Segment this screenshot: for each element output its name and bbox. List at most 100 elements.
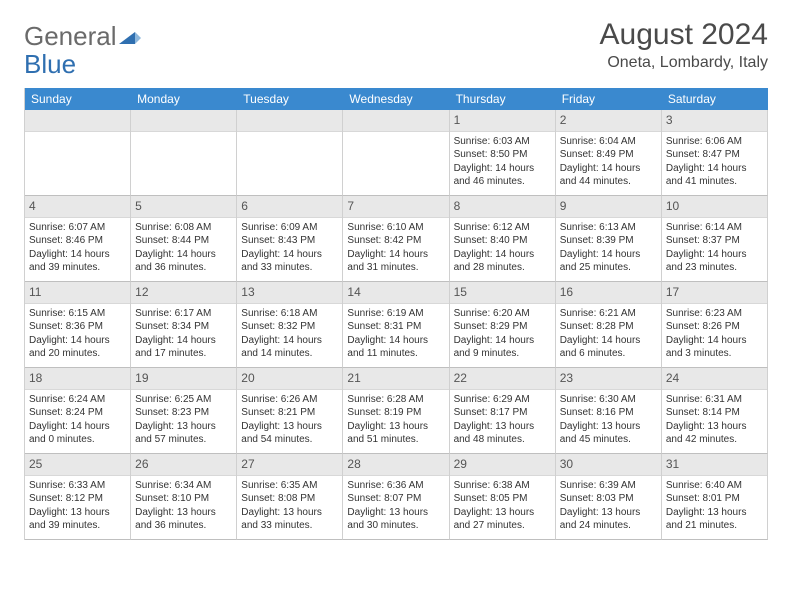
calendar-cell: 29Sunrise: 6:38 AMSunset: 8:05 PMDayligh… <box>450 454 556 540</box>
day-number: 21 <box>343 368 448 389</box>
sunset-line: Sunset: 8:32 PM <box>241 320 338 334</box>
calendar-cell: 19Sunrise: 6:25 AMSunset: 8:23 PMDayligh… <box>131 368 237 454</box>
sunset-line: Sunset: 8:42 PM <box>347 234 444 248</box>
day-details: Sunrise: 6:31 AMSunset: 8:14 PMDaylight:… <box>662 390 767 450</box>
calendar-cell: 11Sunrise: 6:15 AMSunset: 8:36 PMDayligh… <box>25 282 131 368</box>
logo-icon <box>119 27 141 52</box>
sunset-line: Sunset: 8:29 PM <box>454 320 551 334</box>
calendar-cell-empty <box>237 110 343 196</box>
day-number: 13 <box>237 282 342 303</box>
month-title: August 2024 <box>600 18 768 52</box>
calendar-cell: 4Sunrise: 6:07 AMSunset: 8:46 PMDaylight… <box>25 196 131 282</box>
sunrise-line: Sunrise: 6:20 AM <box>454 307 551 321</box>
day-number: 22 <box>450 368 555 389</box>
daylight-line: Daylight: 14 hours and 39 minutes. <box>29 248 126 275</box>
day-details: Sunrise: 6:21 AMSunset: 8:28 PMDaylight:… <box>556 304 661 364</box>
day-number: 3 <box>662 110 767 131</box>
daylight-line: Daylight: 13 hours and 39 minutes. <box>29 506 126 533</box>
sunrise-line: Sunrise: 6:13 AM <box>560 221 657 235</box>
day-number: 8 <box>450 196 555 217</box>
day-number: 26 <box>131 454 236 475</box>
sunset-line: Sunset: 8:43 PM <box>241 234 338 248</box>
sunset-line: Sunset: 8:34 PM <box>135 320 232 334</box>
sunset-line: Sunset: 8:46 PM <box>29 234 126 248</box>
sunset-line: Sunset: 8:05 PM <box>454 492 551 506</box>
daylight-line: Daylight: 13 hours and 33 minutes. <box>241 506 338 533</box>
day-details: Sunrise: 6:14 AMSunset: 8:37 PMDaylight:… <box>662 218 767 278</box>
daylight-line: Daylight: 13 hours and 51 minutes. <box>347 420 444 447</box>
day-details: Sunrise: 6:07 AMSunset: 8:46 PMDaylight:… <box>25 218 130 278</box>
sunset-line: Sunset: 8:17 PM <box>454 406 551 420</box>
calendar-cell: 23Sunrise: 6:30 AMSunset: 8:16 PMDayligh… <box>556 368 662 454</box>
day-number <box>131 110 236 131</box>
calendar-cell: 6Sunrise: 6:09 AMSunset: 8:43 PMDaylight… <box>237 196 343 282</box>
logo-text-1: General <box>24 24 117 49</box>
day-number <box>25 110 130 131</box>
daylight-line: Daylight: 14 hours and 3 minutes. <box>666 334 763 361</box>
day-details: Sunrise: 6:28 AMSunset: 8:19 PMDaylight:… <box>343 390 448 450</box>
daylight-line: Daylight: 14 hours and 20 minutes. <box>29 334 126 361</box>
day-number: 17 <box>662 282 767 303</box>
day-header: Friday <box>556 88 662 110</box>
day-details: Sunrise: 6:24 AMSunset: 8:24 PMDaylight:… <box>25 390 130 450</box>
daylight-line: Daylight: 14 hours and 14 minutes. <box>241 334 338 361</box>
day-number: 19 <box>131 368 236 389</box>
day-number: 30 <box>556 454 661 475</box>
calendar-cell: 18Sunrise: 6:24 AMSunset: 8:24 PMDayligh… <box>25 368 131 454</box>
sunset-line: Sunset: 8:24 PM <box>29 406 126 420</box>
sunrise-line: Sunrise: 6:19 AM <box>347 307 444 321</box>
sunrise-line: Sunrise: 6:36 AM <box>347 479 444 493</box>
day-header: Thursday <box>450 88 556 110</box>
sunrise-line: Sunrise: 6:33 AM <box>29 479 126 493</box>
calendar-cell: 2Sunrise: 6:04 AMSunset: 8:49 PMDaylight… <box>556 110 662 196</box>
day-number: 5 <box>131 196 236 217</box>
daylight-line: Daylight: 13 hours and 24 minutes. <box>560 506 657 533</box>
daylight-line: Daylight: 13 hours and 48 minutes. <box>454 420 551 447</box>
day-number: 16 <box>556 282 661 303</box>
daylight-line: Daylight: 13 hours and 27 minutes. <box>454 506 551 533</box>
location: Oneta, Lombardy, Italy <box>600 54 768 72</box>
daylight-line: Daylight: 14 hours and 28 minutes. <box>454 248 551 275</box>
day-number: 14 <box>343 282 448 303</box>
day-number: 20 <box>237 368 342 389</box>
sunrise-line: Sunrise: 6:21 AM <box>560 307 657 321</box>
calendar-cell: 9Sunrise: 6:13 AMSunset: 8:39 PMDaylight… <box>556 196 662 282</box>
day-number: 7 <box>343 196 448 217</box>
sunset-line: Sunset: 8:28 PM <box>560 320 657 334</box>
day-number: 4 <box>25 196 130 217</box>
sunset-line: Sunset: 8:16 PM <box>560 406 657 420</box>
day-details: Sunrise: 6:19 AMSunset: 8:31 PMDaylight:… <box>343 304 448 364</box>
calendar-cell: 24Sunrise: 6:31 AMSunset: 8:14 PMDayligh… <box>662 368 768 454</box>
sunset-line: Sunset: 8:12 PM <box>29 492 126 506</box>
day-number: 12 <box>131 282 236 303</box>
sunrise-line: Sunrise: 6:15 AM <box>29 307 126 321</box>
daylight-line: Daylight: 14 hours and 44 minutes. <box>560 162 657 189</box>
calendar-cell: 16Sunrise: 6:21 AMSunset: 8:28 PMDayligh… <box>556 282 662 368</box>
daylight-line: Daylight: 13 hours and 45 minutes. <box>560 420 657 447</box>
day-number: 25 <box>25 454 130 475</box>
sunrise-line: Sunrise: 6:18 AM <box>241 307 338 321</box>
day-header: Wednesday <box>343 88 449 110</box>
day-details: Sunrise: 6:35 AMSunset: 8:08 PMDaylight:… <box>237 476 342 536</box>
sunrise-line: Sunrise: 6:30 AM <box>560 393 657 407</box>
calendar-cell: 25 Sunrise: 6:33 AMSunset: 8:12 PMDayligh… <box>25 454 131 540</box>
day-number: 29 <box>450 454 555 475</box>
calendar-grid: SundayMondayTuesdayWednesdayThursdayFrid… <box>24 88 768 540</box>
daylight-line: Daylight: 13 hours and 21 minutes. <box>666 506 763 533</box>
day-number: 18 <box>25 368 130 389</box>
day-header: Monday <box>131 88 237 110</box>
day-header: Sunday <box>25 88 131 110</box>
daylight-line: Daylight: 14 hours and 36 minutes. <box>135 248 232 275</box>
day-details: Sunrise: 6:40 AMSunset: 8:01 PMDaylight:… <box>662 476 767 536</box>
sunrise-line: Sunrise: 6:06 AM <box>666 135 763 149</box>
calendar-cell: 20Sunrise: 6:26 AMSunset: 8:21 PMDayligh… <box>237 368 343 454</box>
day-number: 10 <box>662 196 767 217</box>
sunrise-line: Sunrise: 6:23 AM <box>666 307 763 321</box>
day-details: Sunrise: 6:09 AMSunset: 8:43 PMDaylight:… <box>237 218 342 278</box>
sunset-line: Sunset: 8:40 PM <box>454 234 551 248</box>
daylight-line: Daylight: 14 hours and 33 minutes. <box>241 248 338 275</box>
daylight-line: Daylight: 14 hours and 11 minutes. <box>347 334 444 361</box>
sunset-line: Sunset: 8:19 PM <box>347 406 444 420</box>
sunset-line: Sunset: 8:23 PM <box>135 406 232 420</box>
day-number: 24 <box>662 368 767 389</box>
